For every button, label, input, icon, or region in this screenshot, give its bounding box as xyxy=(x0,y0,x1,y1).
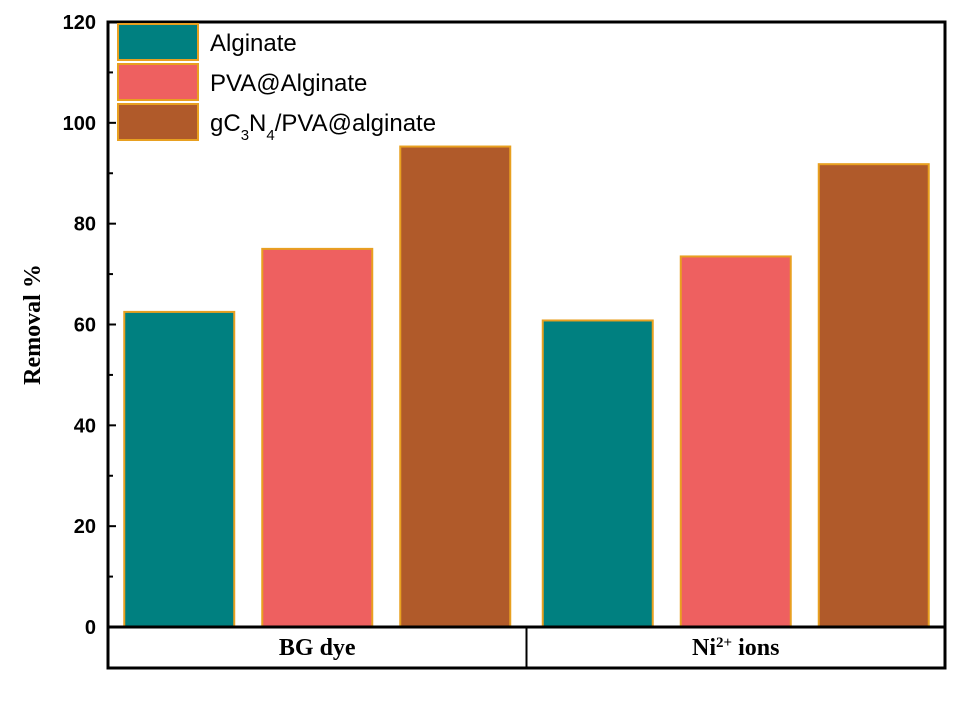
y-tick-label: 60 xyxy=(74,315,96,337)
bar-1-series-3 xyxy=(399,145,512,628)
legend-label: PVA@Alginate xyxy=(210,70,367,97)
y-tick-label: 80 xyxy=(74,214,96,236)
bar-2-series-3 xyxy=(817,163,930,629)
legend-label: gC3N4/PVA@alginate xyxy=(210,110,436,144)
y-tick-label: 100 xyxy=(63,113,96,135)
legend-swatch xyxy=(117,23,199,61)
y-tick-label: 20 xyxy=(74,516,96,538)
bar-1-series-1 xyxy=(123,310,236,628)
legend: Alginate PVA@Alginate gC3N4/PVA@alginate xyxy=(117,23,436,144)
category-label: BG dye xyxy=(279,635,356,661)
legend-swatch xyxy=(117,103,199,141)
y-axis: 0 20 40 60 80 100 120 xyxy=(63,12,116,639)
category-axis: BG dye Ni2+ ions xyxy=(106,625,947,670)
category-label: Ni2+ ions xyxy=(692,635,779,661)
bars-group xyxy=(123,145,930,629)
legend-swatch xyxy=(117,63,199,101)
bar-1-series-2 xyxy=(261,247,374,628)
bar-2-series-1 xyxy=(541,319,654,628)
y-axis-label: Removal % xyxy=(20,264,46,385)
y-tick-label: 40 xyxy=(74,415,96,437)
legend-label: Alginate xyxy=(210,30,297,57)
bar-2-series-2 xyxy=(679,255,792,628)
y-tick-label: 120 xyxy=(63,12,96,34)
y-tick-label: 0 xyxy=(85,617,96,639)
